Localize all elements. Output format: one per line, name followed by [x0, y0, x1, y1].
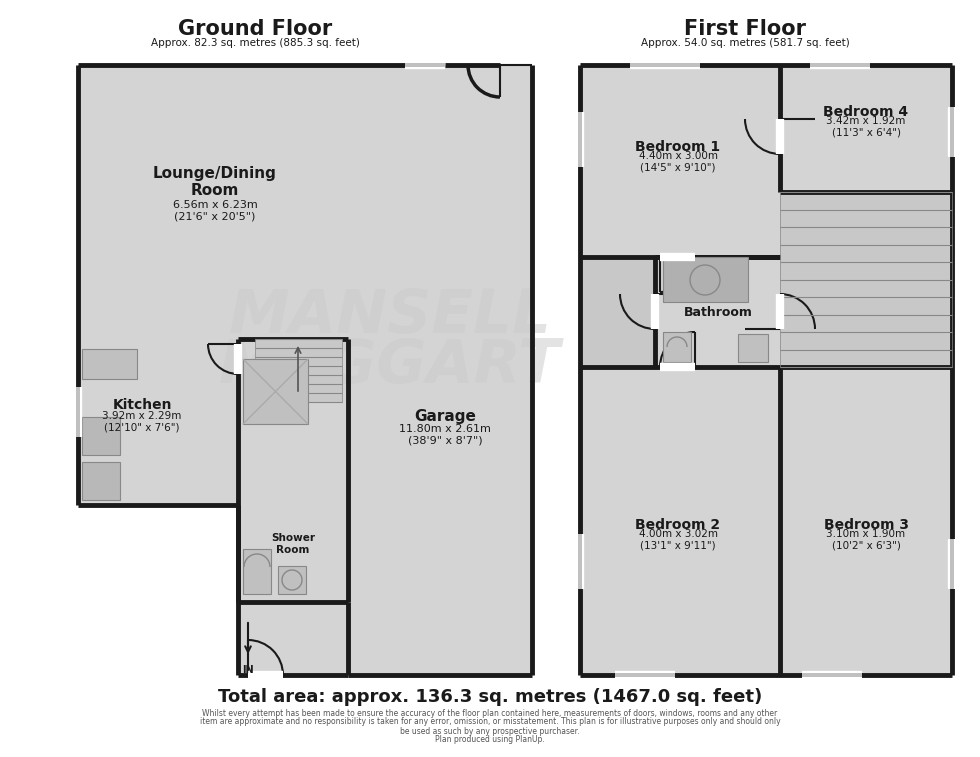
- Bar: [238, 602, 348, 675]
- Text: Bedroom 3: Bedroom 3: [823, 518, 908, 532]
- Bar: [780, 192, 952, 367]
- Bar: [780, 367, 952, 675]
- Bar: [615, 673, 675, 677]
- Bar: [578, 112, 582, 167]
- Bar: [810, 63, 870, 67]
- Bar: [780, 65, 952, 192]
- Text: item are approximate and no responsibility is taken for any error, omission, or : item are approximate and no responsibili…: [200, 718, 780, 727]
- Bar: [578, 534, 582, 589]
- Bar: [663, 332, 691, 362]
- Text: Shower
Room: Shower Room: [271, 533, 315, 555]
- Text: 4.00m x 3.02m
(13'1" x 9'11"): 4.00m x 3.02m (13'1" x 9'11"): [639, 529, 717, 551]
- Text: Kitchen: Kitchen: [113, 398, 172, 412]
- Bar: [405, 63, 445, 67]
- Text: IN: IN: [242, 665, 254, 675]
- Text: First Floor: First Floor: [684, 19, 806, 39]
- Bar: [82, 462, 120, 500]
- Bar: [82, 349, 137, 379]
- Text: Bedroom 4: Bedroom 4: [823, 105, 908, 119]
- Bar: [655, 257, 780, 367]
- Bar: [243, 359, 308, 424]
- Text: be used as such by any prospective purchaser.: be used as such by any prospective purch…: [400, 727, 580, 736]
- Text: MAGGART: MAGGART: [220, 338, 561, 397]
- Text: 6.56m x 6.23m
(21'6" x 20'5"): 6.56m x 6.23m (21'6" x 20'5"): [172, 200, 258, 222]
- Text: 3.42m x 1.92m
(11'3" x 6'4"): 3.42m x 1.92m (11'3" x 6'4"): [826, 117, 906, 138]
- Text: Ground Floor: Ground Floor: [178, 19, 332, 39]
- Text: Whilst every attempt has been made to ensure the accuracy of the floor plan cont: Whilst every attempt has been made to en…: [203, 709, 777, 718]
- Bar: [580, 65, 780, 257]
- Bar: [738, 334, 768, 362]
- Bar: [78, 65, 532, 339]
- Bar: [950, 107, 954, 157]
- Text: Lounge/Dining
Room: Lounge/Dining Room: [153, 166, 277, 198]
- Bar: [630, 63, 700, 67]
- Bar: [78, 339, 238, 505]
- Text: 3.10m x 1.90m
(10'2" x 6'3"): 3.10m x 1.90m (10'2" x 6'3"): [826, 529, 906, 551]
- Text: 3.92m x 2.29m
(12'10" x 7'6"): 3.92m x 2.29m (12'10" x 7'6"): [102, 411, 181, 433]
- Bar: [238, 339, 348, 602]
- Text: Total area: approx. 136.3 sq. metres (1467.0 sq. feet): Total area: approx. 136.3 sq. metres (14…: [218, 688, 762, 706]
- Bar: [780, 192, 952, 367]
- Bar: [76, 387, 80, 437]
- Bar: [82, 417, 120, 455]
- Text: MANSELL: MANSELL: [228, 288, 552, 347]
- Text: Approx. 54.0 sq. metres (581.7 sq. feet): Approx. 54.0 sq. metres (581.7 sq. feet): [641, 38, 850, 48]
- Text: 11.80m x 2.61m
(38'9" x 8'7"): 11.80m x 2.61m (38'9" x 8'7"): [399, 424, 491, 446]
- Bar: [950, 539, 954, 589]
- Text: Approx. 82.3 sq. metres (885.3 sq. feet): Approx. 82.3 sq. metres (885.3 sq. feet): [151, 38, 360, 48]
- Text: Plan produced using PlanUp.: Plan produced using PlanUp.: [435, 736, 545, 744]
- Bar: [802, 673, 862, 677]
- Bar: [580, 367, 780, 675]
- Bar: [663, 257, 748, 302]
- Bar: [278, 566, 306, 594]
- Bar: [243, 549, 271, 594]
- Bar: [255, 339, 342, 402]
- Bar: [348, 339, 532, 675]
- Text: Bedroom 2: Bedroom 2: [635, 518, 720, 532]
- Text: Garage: Garage: [415, 410, 476, 425]
- Text: 4.40m x 3.00m
(14'5" x 9'10"): 4.40m x 3.00m (14'5" x 9'10"): [639, 151, 717, 173]
- Text: Bedroom 1: Bedroom 1: [635, 140, 720, 154]
- Text: Bathroom: Bathroom: [684, 306, 753, 319]
- Bar: [580, 257, 655, 367]
